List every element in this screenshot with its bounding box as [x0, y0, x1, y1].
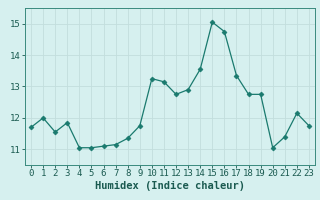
X-axis label: Humidex (Indice chaleur): Humidex (Indice chaleur) [95, 181, 245, 191]
